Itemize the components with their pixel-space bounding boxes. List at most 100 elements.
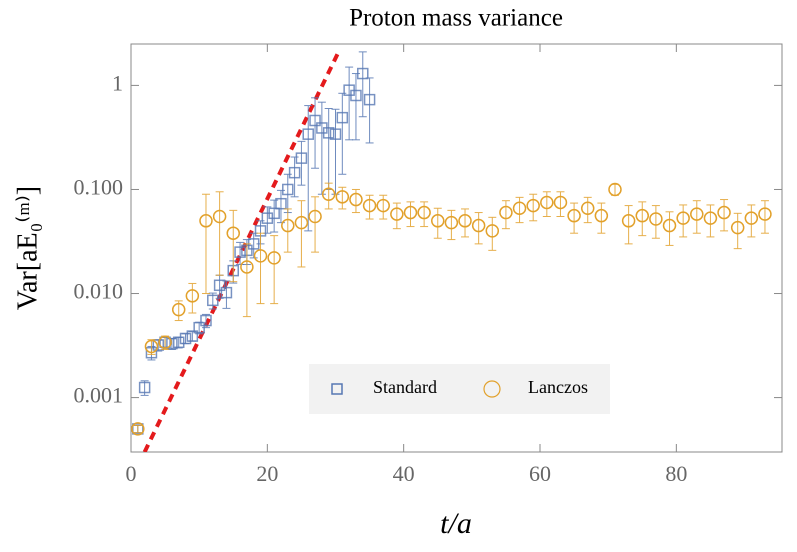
- marker: [635, 208, 650, 223]
- marker: [730, 220, 745, 235]
- error-bar: [365, 77, 374, 144]
- error-bar: [447, 209, 456, 241]
- error-bar: [270, 199, 279, 233]
- marker: [621, 214, 636, 228]
- marker: [376, 198, 390, 213]
- marker: [226, 226, 241, 240]
- marker: [329, 128, 342, 140]
- marker: [294, 215, 309, 230]
- error-bar: [324, 107, 333, 190]
- marker: [200, 314, 212, 327]
- error-bar: [283, 208, 292, 253]
- marker: [171, 302, 186, 317]
- marker: [512, 201, 527, 215]
- marker: [471, 218, 486, 233]
- marker: [152, 339, 165, 351]
- marker: [363, 93, 376, 106]
- error-bar: [501, 200, 510, 230]
- error-bar: [133, 424, 142, 434]
- marker: [275, 197, 287, 210]
- error-bar: [222, 280, 231, 309]
- marker: [321, 187, 336, 201]
- marker: [758, 207, 772, 221]
- marker: [172, 336, 185, 349]
- error-bar: [358, 51, 367, 118]
- error-bar: [324, 182, 333, 210]
- marker: [703, 211, 718, 225]
- error-bar: [256, 232, 265, 305]
- plot-area: [131, 48, 772, 452]
- error-bar: [433, 207, 442, 239]
- marker: [302, 128, 314, 140]
- marker: [485, 224, 500, 238]
- marker: [662, 218, 677, 233]
- marker: [553, 195, 568, 210]
- error-bar: [760, 200, 769, 234]
- marker: [281, 218, 295, 233]
- marker: [212, 209, 227, 224]
- marker: [744, 211, 759, 225]
- error-bar: [188, 282, 197, 314]
- marker: [526, 198, 540, 213]
- marker: [350, 89, 362, 102]
- marker: [295, 152, 308, 164]
- error-bar: [488, 216, 497, 251]
- marker: [234, 246, 246, 258]
- error-bar: [304, 105, 313, 232]
- marker: [186, 330, 199, 342]
- marker: [166, 337, 178, 350]
- error-bar: [406, 201, 415, 228]
- error-bar: [720, 199, 729, 232]
- error-bar: [515, 196, 524, 224]
- marker: [690, 207, 704, 221]
- marker: [158, 335, 172, 350]
- chart-title: Proton mass variance: [349, 5, 563, 32]
- error-bar: [215, 191, 224, 276]
- marker: [431, 214, 445, 228]
- y-tick-label: 0.001: [74, 383, 124, 408]
- legend-marker: [331, 383, 343, 395]
- error-bar: [236, 241, 245, 266]
- marker: [540, 195, 554, 210]
- marker: [717, 205, 731, 220]
- error-bar: [570, 202, 579, 234]
- y-tick-label: 1: [112, 70, 123, 95]
- error-bar: [311, 97, 320, 169]
- error-bar: [747, 204, 756, 238]
- marker: [567, 208, 581, 223]
- error-bar: [249, 232, 258, 259]
- marker: [288, 166, 301, 179]
- marker: [253, 249, 268, 263]
- error-bar: [420, 201, 429, 228]
- error-bar: [181, 333, 190, 345]
- error-bar: [331, 108, 340, 195]
- error-bar: [624, 205, 633, 245]
- error-bar: [270, 235, 279, 305]
- plot-frame: [130, 43, 783, 453]
- marker: [267, 251, 281, 265]
- y-tick-label: 0.010: [74, 279, 124, 304]
- error-bar: [556, 191, 565, 217]
- x-tick-label: 60: [529, 461, 551, 486]
- error-bar: [290, 156, 299, 198]
- marker: [199, 214, 213, 228]
- error-bar: [679, 204, 688, 238]
- error-bar: [276, 189, 285, 224]
- marker: [458, 214, 472, 228]
- marker: [649, 212, 663, 226]
- error-bar: [345, 66, 354, 141]
- marker: [608, 182, 622, 197]
- error-bar: [311, 196, 320, 253]
- error-bar: [379, 194, 388, 220]
- marker: [349, 192, 363, 207]
- error-bar: [365, 194, 374, 220]
- error-bar: [529, 193, 538, 222]
- error-bar: [474, 212, 483, 245]
- y-axis-label: Var[aE₀⁽ᵐ⁾]: [12, 186, 43, 310]
- marker: [417, 205, 431, 220]
- error-bar: [692, 200, 701, 234]
- x-tick-label: 20: [256, 461, 278, 486]
- error-bar: [542, 191, 551, 217]
- error-bar: [651, 205, 660, 239]
